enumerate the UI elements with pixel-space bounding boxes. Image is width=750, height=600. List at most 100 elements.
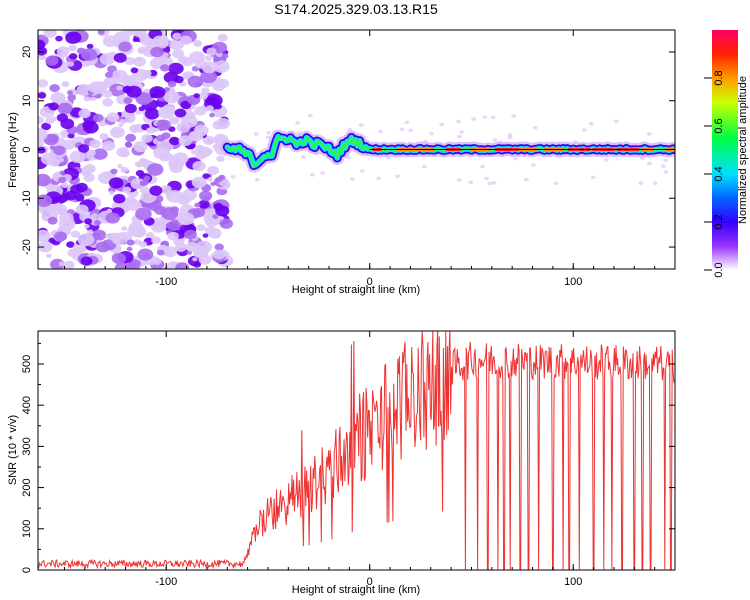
spectrogram-ylabel: Frequency (Hz) — [7, 112, 19, 188]
noise-blob — [111, 253, 127, 264]
noise-blob — [158, 106, 175, 119]
noise-blob — [126, 246, 133, 252]
noise-blob — [140, 158, 151, 167]
noise-blob — [212, 249, 226, 260]
faint-blob — [531, 163, 536, 167]
snr-ytick-label: 0 — [21, 567, 33, 573]
noise-blob — [117, 164, 123, 169]
faint-blob — [581, 128, 587, 132]
faint-blob — [395, 174, 401, 179]
noise-blob — [152, 257, 161, 263]
faint-blob — [421, 164, 427, 169]
noise-blob — [69, 53, 78, 60]
noise-blob — [38, 128, 48, 141]
noise-blob — [163, 87, 170, 92]
noise-blob — [49, 84, 60, 93]
snr-xtick-label: 100 — [564, 576, 582, 588]
noise-blob — [53, 145, 66, 156]
noise-blob — [139, 180, 148, 187]
noise-blob — [160, 64, 170, 72]
snr-ytick-label: 500 — [21, 355, 33, 373]
noise-blob — [122, 186, 132, 194]
snr-frame — [37, 330, 676, 571]
noise-blob — [177, 55, 188, 64]
noise-blob — [38, 92, 47, 99]
noise-blob — [205, 226, 217, 236]
noise-blob — [207, 177, 213, 182]
faint-blob — [646, 161, 652, 166]
faint-blob — [456, 178, 462, 182]
noise-blob — [182, 72, 189, 77]
faint-blob — [604, 158, 609, 162]
colorbar-tick-label: 0.0 — [713, 262, 725, 277]
noise-blob — [48, 102, 59, 111]
noise-blob — [137, 48, 144, 54]
noise-blob — [38, 139, 44, 148]
noise-blob — [45, 117, 55, 125]
noise-blob — [123, 97, 133, 104]
noise-blob — [41, 122, 51, 131]
spectrogram-ytick-label: 20 — [21, 46, 33, 58]
noise-blob — [86, 43, 94, 49]
noise-blob — [102, 89, 113, 98]
noise-blob — [38, 116, 44, 124]
noise-blob — [187, 75, 204, 88]
noise-blob — [92, 113, 104, 123]
faint-blob — [459, 130, 465, 134]
noise-blob — [125, 77, 136, 86]
noise-blob — [199, 190, 213, 201]
faint-blob — [230, 175, 236, 179]
faint-blob — [507, 133, 513, 137]
spectrogram-ytick-label: 10 — [21, 95, 33, 107]
noise-blob — [113, 52, 127, 63]
noise-blob — [89, 139, 101, 149]
noise-blob — [198, 92, 208, 100]
noise-blob — [119, 149, 130, 158]
noise-blob — [62, 139, 76, 150]
faint-blob — [468, 180, 474, 185]
noise-blob — [172, 32, 182, 40]
noise-blob — [116, 85, 123, 91]
noise-blob — [83, 96, 91, 102]
noise-blob — [149, 185, 163, 196]
noise-blob — [174, 108, 187, 118]
noise-blob — [192, 207, 206, 218]
noise-blob — [169, 136, 180, 146]
colorbar-tick-label: 0.2 — [713, 214, 725, 229]
noise-blob — [57, 102, 73, 115]
noise-blob — [141, 134, 153, 143]
noise-blob — [194, 59, 207, 69]
noise-blob — [198, 199, 210, 209]
figure-title: S174.2025.329.03.13.R15 — [274, 1, 438, 17]
noise-blob — [125, 133, 136, 142]
faint-blob — [404, 120, 410, 125]
noise-blob — [183, 196, 190, 201]
noise-blob — [118, 41, 132, 52]
colorbar-tick-label: 0.4 — [713, 166, 725, 181]
noise-blob — [111, 232, 128, 245]
noise-blob — [65, 31, 82, 44]
noise-blob — [196, 224, 206, 232]
noise-blob — [94, 219, 101, 226]
noise-blob — [67, 90, 73, 95]
noise-blob — [115, 129, 122, 135]
noise-blob — [77, 233, 95, 247]
noise-blob — [174, 75, 184, 84]
noise-blob — [161, 207, 179, 221]
colorbar-tick-label: 0.6 — [713, 118, 725, 133]
noise-blob — [160, 185, 172, 194]
noise-blob — [61, 81, 70, 88]
faint-blob — [320, 171, 325, 175]
noise-blob — [47, 216, 58, 225]
colorbar-label: Normalized spectral amplitude — [737, 76, 749, 224]
noise-blob — [175, 262, 190, 269]
noise-blob — [99, 133, 109, 141]
snr-ytick-label: 300 — [21, 437, 33, 455]
noise-blob — [144, 108, 160, 120]
noise-blob — [214, 243, 224, 251]
noise-blob — [156, 134, 166, 142]
faint-blob — [480, 164, 486, 169]
faint-blob — [265, 135, 271, 140]
noise-blob — [163, 91, 180, 104]
colorbar-gradient — [712, 30, 738, 270]
